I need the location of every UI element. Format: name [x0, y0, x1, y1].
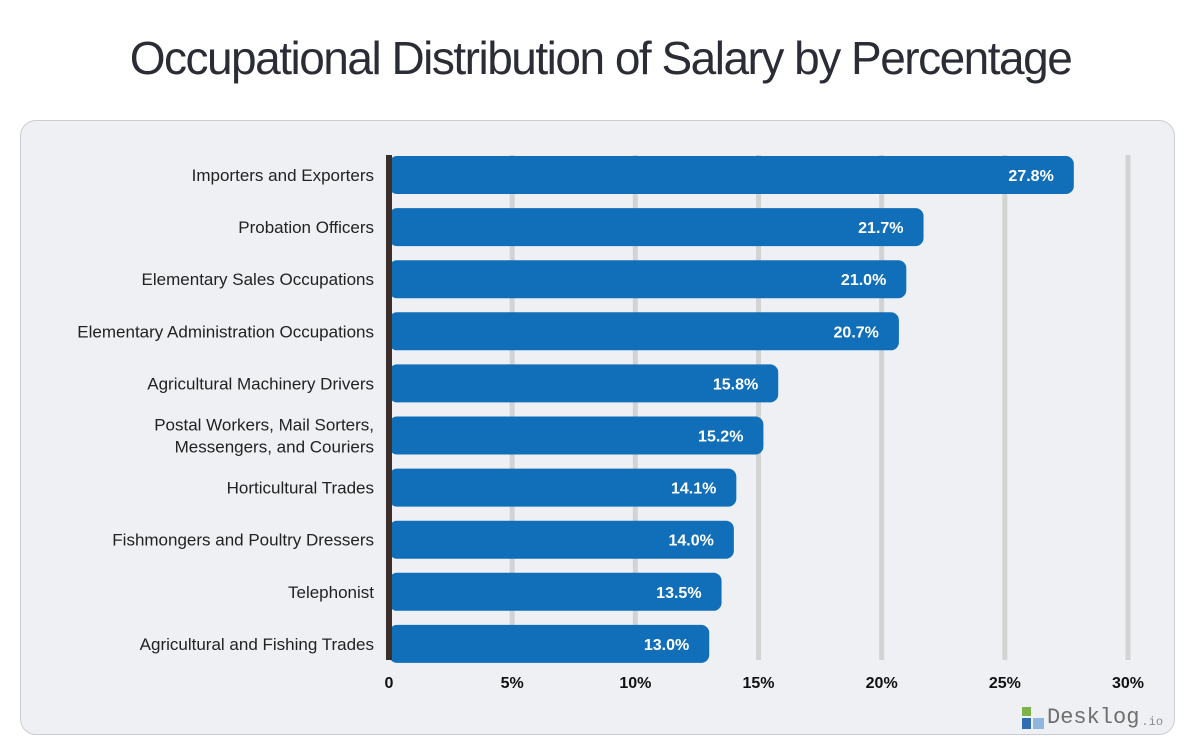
grid-line [1002, 155, 1008, 660]
x-tick-label: 5% [501, 675, 524, 692]
bar [389, 468, 737, 507]
grid-lines [509, 155, 1131, 660]
bar-value-label: 21.7% [858, 220, 903, 237]
bar [389, 156, 1074, 194]
desklog-logo: Desklog .io [1022, 705, 1163, 731]
grid-line [879, 155, 885, 660]
category-label: Agricultural and Fishing Trades [140, 635, 374, 654]
bar-value-label: 13.0% [644, 637, 689, 654]
category-label: Fishmongers and Poultry Dressers [112, 531, 374, 550]
bars: 27.8% 21.7% 21.0% 20.7% 15.8% 15.2% 14.1% 14.0%… [389, 156, 1074, 663]
x-tick-label: 10% [619, 675, 651, 692]
bar-value-label: 27.8% [1008, 168, 1053, 185]
bar [389, 260, 907, 299]
category-label: Agricultural Machinery Drivers [147, 374, 374, 393]
bar [389, 208, 924, 247]
category-label: Elementary Sales Occupations [142, 270, 374, 289]
bar [389, 572, 722, 611]
y-axis-line [386, 155, 392, 660]
bar [389, 364, 779, 403]
category-label: Horticultural Trades [227, 479, 374, 498]
bar-value-label: 15.8% [713, 376, 758, 393]
bar [389, 520, 734, 559]
x-tick-label: 25% [989, 675, 1021, 692]
category-label: Messengers, and Couriers [175, 438, 374, 457]
category-label: Importers and Exporters [192, 166, 374, 185]
bar-value-label: 14.0% [668, 533, 713, 550]
grid-line [509, 155, 515, 660]
x-tick-label: 15% [742, 675, 774, 692]
bar-value-label: 21.0% [841, 272, 886, 289]
bar-value-label: 13.5% [656, 585, 701, 602]
x-axis-ticks: 0 5% 10% 15% 20% 25% 30% [385, 675, 1144, 692]
grid-line [1125, 155, 1131, 660]
x-tick-label: 20% [866, 675, 898, 692]
category-label: Elementary Administration Occupations [77, 322, 374, 341]
bar-value-label: 15.2% [698, 429, 743, 446]
grid-line [632, 155, 638, 660]
bar [389, 312, 899, 351]
bar [389, 416, 764, 455]
category-labels: Importers and Exporters Probation Officer… [77, 166, 374, 654]
x-tick-label: 30% [1112, 675, 1144, 692]
category-label: Postal Workers, Mail Sorters, [154, 416, 374, 435]
bar [389, 624, 710, 663]
category-label: Telephonist [288, 583, 374, 602]
category-label: Probation Officers [238, 218, 374, 237]
grid-line [756, 155, 761, 660]
bar-value-label: 14.1% [671, 481, 716, 498]
bar-value-label: 20.7% [834, 324, 879, 341]
logo-text: Desklog [1047, 705, 1140, 730]
x-tick-label: 0 [385, 675, 394, 692]
chart-title: Occupational Distribution of Salary by P… [129, 32, 1073, 84]
logo-suffix: .io [1141, 715, 1164, 729]
desklog-logo-icon [1022, 707, 1044, 729]
